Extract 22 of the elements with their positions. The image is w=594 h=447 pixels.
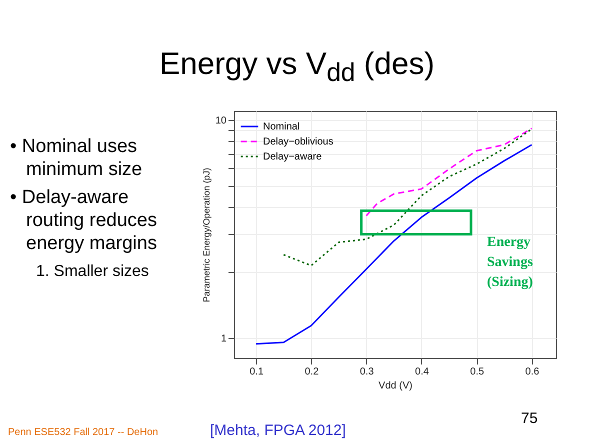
y-tick-label: 1 xyxy=(220,334,227,345)
text: 75 xyxy=(521,410,538,427)
text: • Delay-aware routing reduces energy margins xyxy=(10,186,158,255)
y-axis-title: Parametric Energy/Operation (pJ) xyxy=(201,168,212,302)
legend-label: Delay−oblivious xyxy=(263,136,334,148)
x-tick-label: 0.3 xyxy=(360,366,374,378)
x-tick-label: 0.2 xyxy=(304,366,320,378)
text: [Mehta, FPGA 2012] xyxy=(210,422,346,439)
line-series xyxy=(366,128,532,216)
annotation: Energy Savings (Sizing) xyxy=(487,234,534,292)
x-tick-label: 0.1 xyxy=(250,366,264,378)
legend-label: Delay−aware xyxy=(263,152,322,162)
text: 1. Smaller sizes xyxy=(36,262,150,282)
text: Penn ESE532 Fall 2017 -- DeHon xyxy=(8,427,158,438)
text: • Nominal uses minimum size xyxy=(10,135,144,181)
x-tick-label: 0.5 xyxy=(470,366,484,378)
x-tick-label: 0.6 xyxy=(525,366,540,378)
chart-title: Energy vs V$_{dd}$ (des) xyxy=(158,46,436,88)
legend-label: Nominal xyxy=(263,122,300,132)
y-tick-label: 10 xyxy=(215,116,227,127)
x-tick-label: 0.4 xyxy=(415,366,430,378)
x-axis-title: Vdd (V) xyxy=(378,380,412,392)
